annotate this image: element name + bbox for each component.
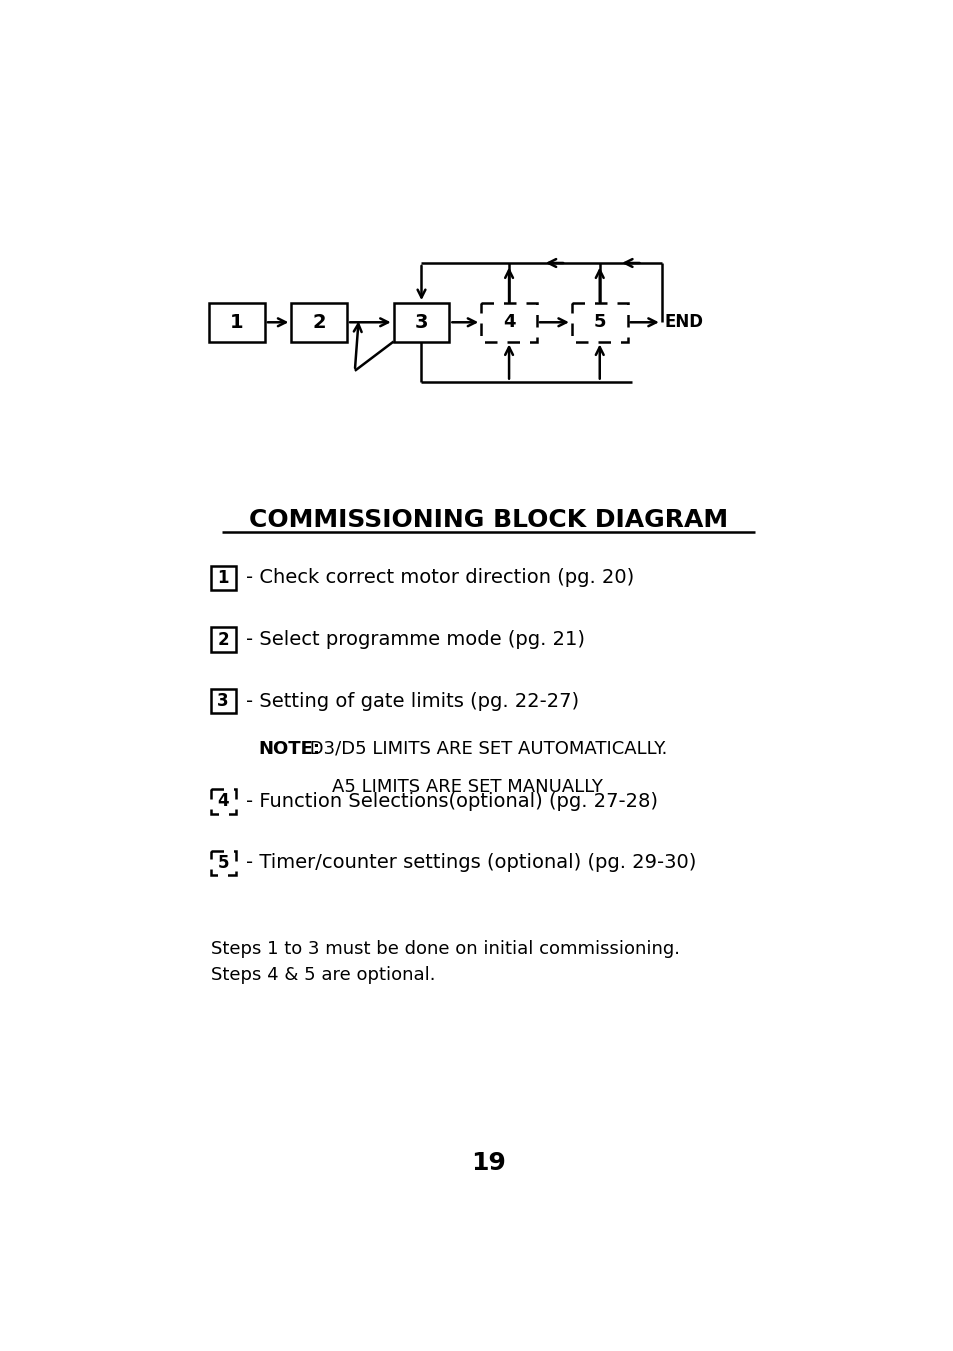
Text: - Check correct motor direction (pg. 20): - Check correct motor direction (pg. 20) <box>246 569 634 588</box>
Bar <box>480 303 537 342</box>
Text: NOTE:: NOTE: <box>258 740 320 758</box>
Text: D3/D5 LIMITS ARE SET AUTOMATICALLY.: D3/D5 LIMITS ARE SET AUTOMATICALLY. <box>303 740 666 758</box>
Text: 5: 5 <box>217 854 229 871</box>
Text: 2: 2 <box>217 631 229 648</box>
Bar <box>211 851 235 875</box>
Text: 5: 5 <box>593 313 605 331</box>
Text: - Function Selections(optional) (pg. 27-28): - Function Selections(optional) (pg. 27-… <box>246 792 658 811</box>
Text: A5 LIMITS ARE SET MANUALLY: A5 LIMITS ARE SET MANUALLY <box>332 778 602 796</box>
Bar <box>291 303 347 342</box>
Bar <box>571 303 627 342</box>
Bar <box>394 303 449 342</box>
Text: 19: 19 <box>471 1151 506 1175</box>
Bar <box>211 566 235 590</box>
Text: Steps 1 to 3 must be done on initial commissioning.
Steps 4 & 5 are optional.: Steps 1 to 3 must be done on initial com… <box>211 940 679 985</box>
Text: 4: 4 <box>502 313 515 331</box>
Text: 3: 3 <box>217 692 229 711</box>
Bar <box>211 627 235 651</box>
Text: END: END <box>664 313 703 331</box>
Bar <box>211 789 235 813</box>
Text: - Select programme mode (pg. 21): - Select programme mode (pg. 21) <box>246 630 585 648</box>
Text: COMMISSIONING BLOCK DIAGRAM: COMMISSIONING BLOCK DIAGRAM <box>249 508 728 532</box>
Text: 3: 3 <box>415 313 428 332</box>
Text: 2: 2 <box>312 313 326 332</box>
Text: 4: 4 <box>217 792 229 811</box>
Text: 1: 1 <box>230 313 244 332</box>
Bar <box>211 689 235 713</box>
Bar <box>209 303 265 342</box>
Text: 1: 1 <box>217 569 229 586</box>
Text: - Timer/counter settings (optional) (pg. 29-30): - Timer/counter settings (optional) (pg.… <box>246 854 696 873</box>
Text: - Setting of gate limits (pg. 22-27): - Setting of gate limits (pg. 22-27) <box>246 692 578 711</box>
